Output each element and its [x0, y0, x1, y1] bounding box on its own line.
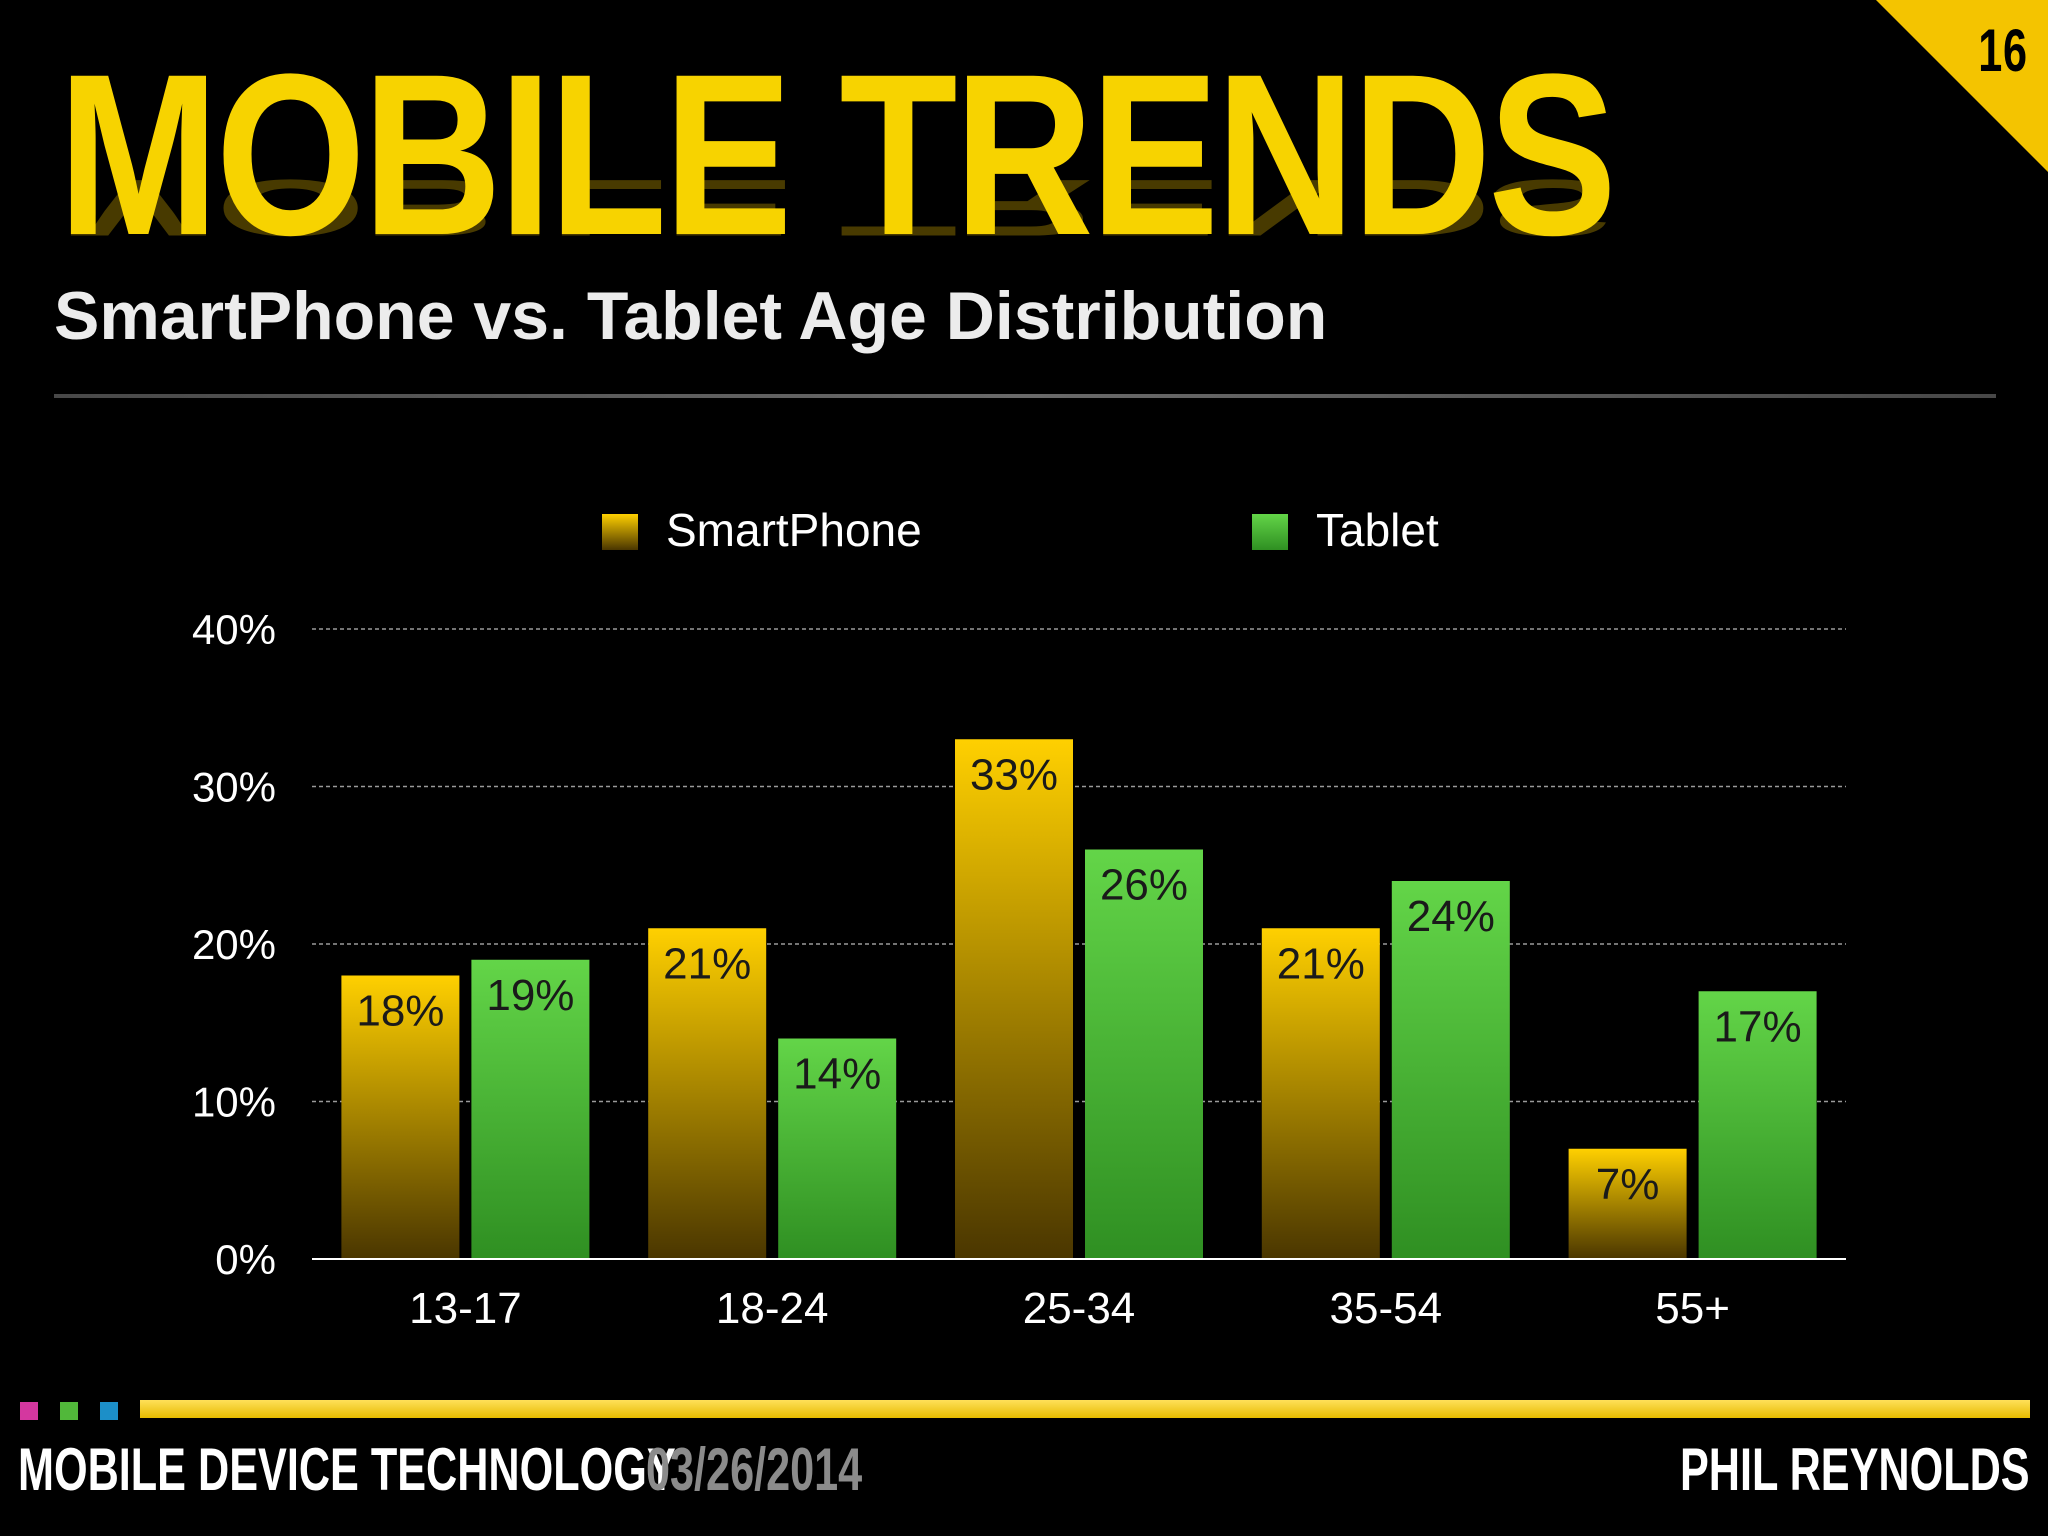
y-tick-label: 10% — [192, 1079, 276, 1126]
bar-tablet-25-34 — [1085, 849, 1203, 1259]
axes: 0% 10% 20% 30% 40% 13-17 18-24 25-34 35-54 55+ — [192, 606, 1846, 1333]
data-label: 19% — [486, 971, 574, 1020]
data-label: 18% — [356, 987, 444, 1036]
y-tick-label: 0% — [215, 1236, 276, 1283]
footer-author: PHIL REYNOLDS — [1680, 1436, 2030, 1503]
legend-label-smartphone: SmartPhone — [666, 504, 922, 556]
footer-square-green — [60, 1402, 78, 1420]
bar-tablet-35-54 — [1391, 881, 1510, 1259]
slide-title: MOBILE TRENDS — [58, 26, 1617, 283]
data-label: 24% — [1407, 892, 1495, 941]
bars — [341, 739, 1817, 1259]
slide-subtitle: SmartPhone vs. Tablet Age Distribution — [54, 278, 1328, 354]
title-divider — [54, 394, 1996, 398]
data-label: 26% — [1100, 861, 1188, 910]
data-labels: 18% 19% 21% 14% 33% 26% 21% 24% 7% 17% — [356, 750, 1801, 1209]
bar-tablet-13-17 — [471, 959, 590, 1259]
bar-smartphone-13-17 — [341, 975, 460, 1259]
footer-square-blue — [100, 1402, 118, 1420]
footer-bar — [140, 1400, 2030, 1418]
legend-swatch-smartphone — [602, 514, 638, 550]
y-tick-label: 40% — [192, 606, 276, 653]
footer-date: 03/26/2014 — [646, 1436, 863, 1503]
bar-smartphone-55+ — [1568, 1148, 1687, 1259]
slide-number: 16 — [1978, 17, 2028, 84]
footer-course-title: MOBILE DEVICE TECHNOLOGY — [18, 1436, 676, 1503]
x-tick-label: 55+ — [1655, 1284, 1730, 1333]
x-tick-label: 25-34 — [1023, 1284, 1136, 1333]
slide-number-corner — [1876, 0, 2048, 172]
data-label: 21% — [663, 939, 751, 988]
legend: SmartPhone Tablet — [602, 504, 1439, 556]
bar-tablet-18-24 — [778, 1038, 897, 1259]
legend-swatch-tablet — [1252, 514, 1288, 550]
y-tick-label: 20% — [192, 921, 276, 968]
bar-smartphone-18-24 — [648, 928, 767, 1259]
data-label: 14% — [793, 1050, 881, 1099]
footer-square-magenta — [20, 1402, 38, 1420]
data-label: 33% — [970, 750, 1058, 799]
data-label: 17% — [1714, 1002, 1802, 1051]
legend-label-tablet: Tablet — [1316, 504, 1439, 556]
x-tick-label: 35-54 — [1330, 1284, 1443, 1333]
bar-smartphone-25-34 — [955, 739, 1073, 1259]
data-label: 21% — [1277, 939, 1365, 988]
x-tick-label: 18-24 — [716, 1284, 829, 1333]
data-label: 7% — [1596, 1160, 1660, 1209]
y-tick-label: 30% — [192, 764, 276, 811]
bar-smartphone-35-54 — [1261, 928, 1380, 1259]
x-tick-label: 13-17 — [409, 1284, 522, 1333]
bar-tablet-55+ — [1698, 991, 1817, 1259]
